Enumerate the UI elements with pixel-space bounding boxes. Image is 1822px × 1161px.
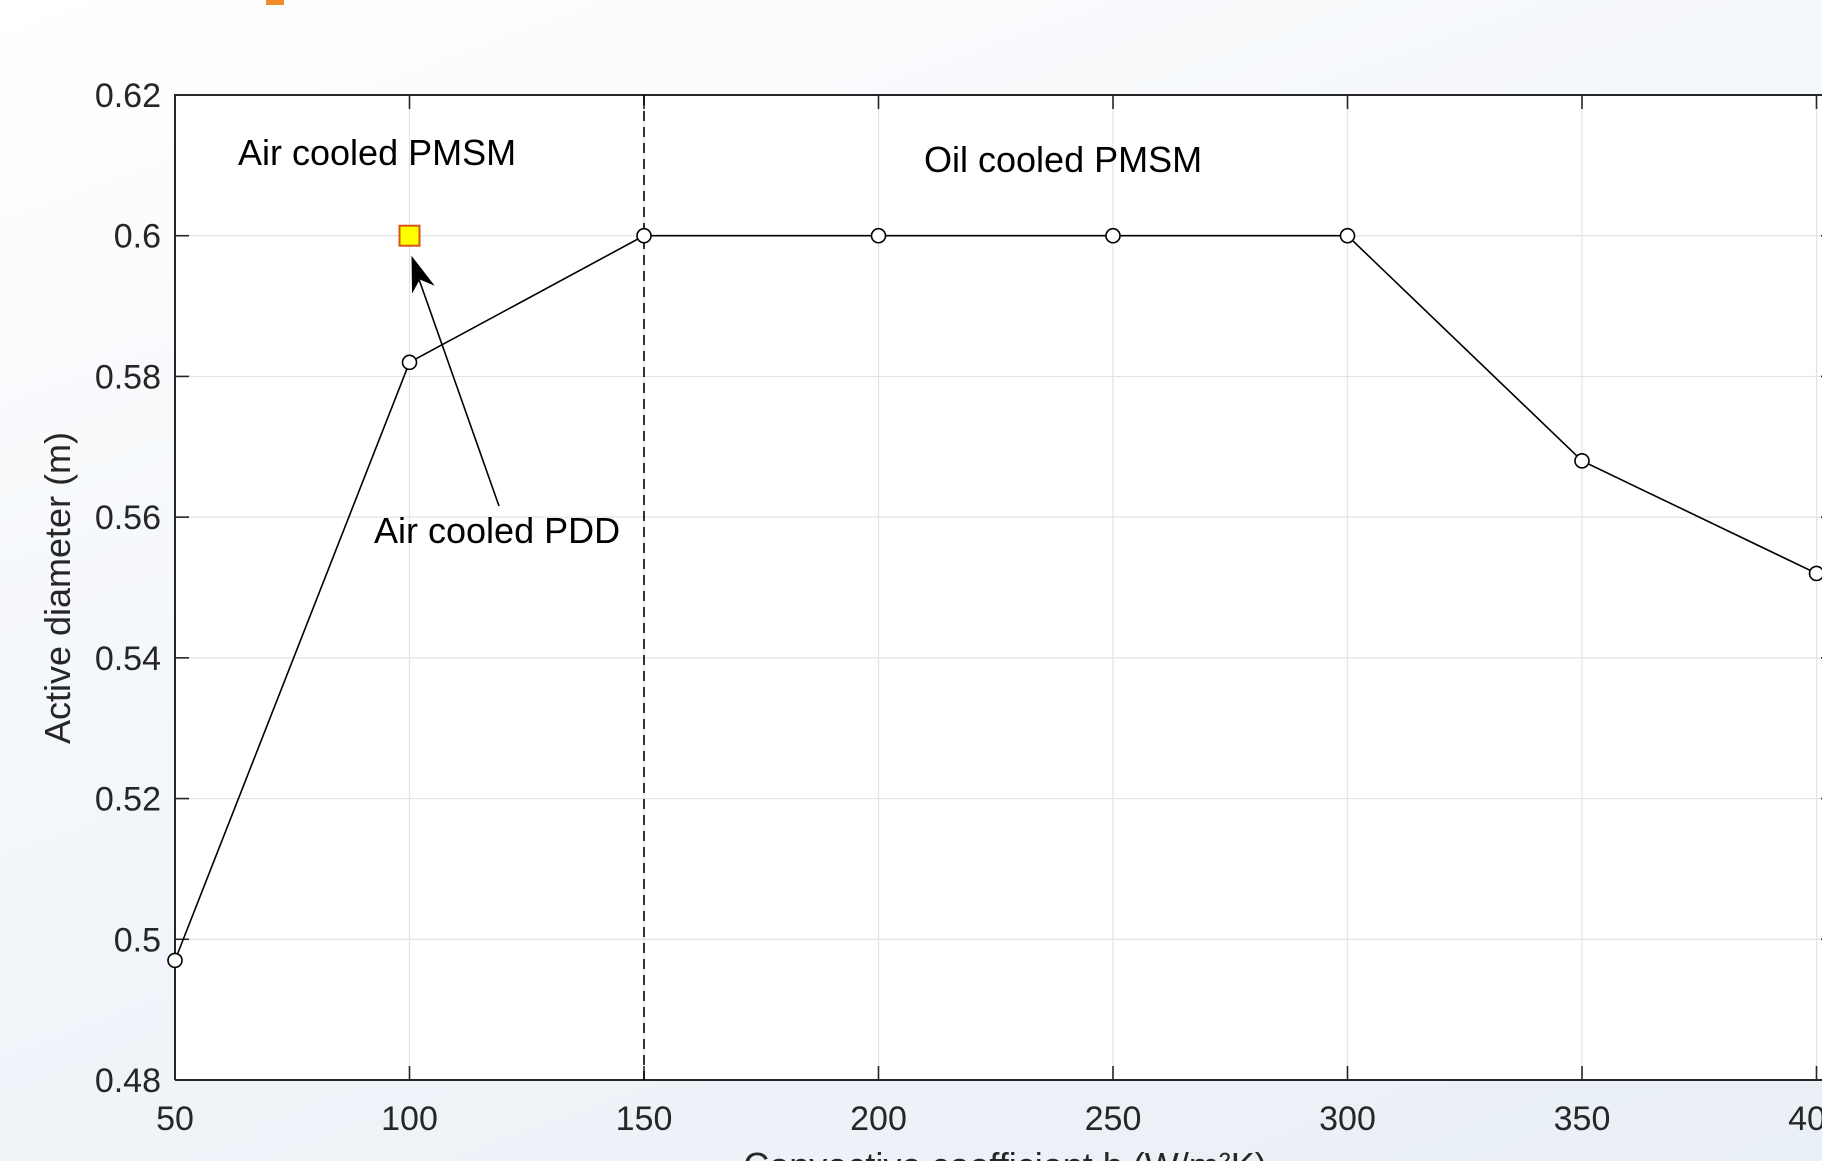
series-line (174, 234, 1817, 961)
x-axis-title: Convective coefficient h (W/m²K) (743, 1145, 1267, 1161)
x-tick-label: 350 (1554, 1100, 1611, 1138)
x-tick-label: 200 (850, 1100, 907, 1138)
y-tick-label: 0.5 (114, 921, 161, 959)
highlight-point-marker (398, 224, 421, 247)
data-point (1574, 453, 1590, 469)
x-tick-labels: 50 100 150 200 250 300 350 400 (156, 1100, 1822, 1138)
annotation-pdd-label: Air cooled PDD (374, 510, 620, 551)
y-tick-label: 0.52 (95, 781, 161, 819)
x-tick-label: 50 (156, 1100, 194, 1138)
data-point (636, 227, 652, 244)
y-axis-title: Active diameter (m) (37, 432, 78, 744)
y-tick-labels: 0.48 0.5 0.52 0.54 0.56 0.58 0.6 0.62 (95, 77, 161, 1100)
annotation-oil-region: Oil cooled PMSM (924, 139, 1202, 180)
data-point (870, 227, 887, 244)
y-tick-label: 0.56 (95, 499, 161, 537)
annotation-arrow-head (411, 255, 435, 294)
y-tick-label: 0.62 (95, 77, 161, 115)
y-tick-label: 0.6 (114, 218, 161, 256)
x-tick-label: 250 (1085, 1100, 1142, 1138)
annotation-air-region: Air cooled PMSM (238, 132, 516, 173)
plot-area (175, 95, 1822, 1080)
annotation-arrow-line (412, 263, 500, 507)
data-point (1339, 227, 1356, 244)
series-markers (167, 227, 1822, 969)
x-tick-label: 300 (1319, 1100, 1376, 1138)
x-tick-label: 400 (1788, 1100, 1822, 1138)
data-point (167, 952, 183, 969)
x-tick-label: 100 (381, 1100, 438, 1138)
data-point (1808, 565, 1822, 582)
legend-marker (266, 0, 284, 5)
y-tick-label: 0.58 (95, 358, 161, 396)
y-tick-label: 0.54 (95, 640, 161, 678)
x-tick-label: 150 (616, 1100, 673, 1138)
data-point (401, 354, 418, 371)
axes-box (174, 94, 1822, 1080)
data-point (1105, 227, 1121, 244)
y-tick-label: 0.48 (95, 1062, 161, 1100)
